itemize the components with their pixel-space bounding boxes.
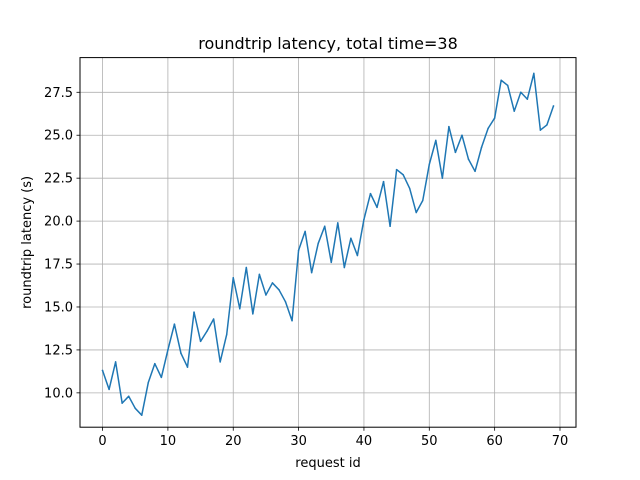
data-point [448,125,450,128]
grid [80,57,576,428]
data-point [389,225,391,228]
data-point [363,218,365,221]
data-point [474,170,476,173]
data-point [252,313,254,315]
data-point [206,330,208,332]
x-axis-label: request id [295,456,360,471]
y-tick-label: 20.0 [44,215,73,230]
data-point [402,173,404,176]
data-point [127,395,130,398]
data-point [539,129,542,131]
data-point [435,139,437,142]
data-point [160,376,163,379]
x-tick-label: 50 [421,434,438,449]
data-point [258,273,261,276]
data-point [154,362,156,365]
y-tick-label: 15.0 [44,300,73,315]
data-point [513,110,515,112]
data-point [310,271,313,274]
data-point [225,333,228,336]
data-point [108,388,110,391]
plot-area [101,72,555,416]
data-point [506,84,509,87]
data-point [193,311,195,313]
data-point [147,381,150,384]
data-point [219,361,221,363]
data-point [284,301,287,303]
data-point [330,261,333,264]
data-point [480,146,483,149]
data-point [141,414,143,416]
data-point [533,72,535,75]
data-point [167,349,169,351]
x-tick-label: 30 [290,434,307,449]
data-point [395,168,398,171]
data-point [317,242,319,245]
axes-frame [79,57,577,428]
x-tick-label: 70 [552,434,569,449]
data-point [552,105,555,107]
data-point [343,266,346,269]
x-axis-ticks: 0 10 20 30 40 50 60 70 [98,427,568,449]
data-point [546,124,548,126]
data-point [271,282,274,284]
data-point [173,323,176,325]
y-axis-label: roundtrip latency (s) [20,176,35,309]
data-point [415,211,417,214]
data-point [350,237,352,240]
data-point [101,369,104,372]
data-point [526,98,529,100]
data-point [323,225,326,228]
data-point [369,192,372,195]
data-point [212,318,215,320]
x-tick-label: 60 [486,434,503,449]
y-tick-label: 12.5 [44,343,73,358]
x-tick-label: 40 [356,434,373,449]
data-point [408,187,411,190]
data-point [114,361,117,363]
data-point [239,307,241,310]
data-point [232,277,234,279]
y-axis-ticks: 10.0 12.5 15.0 17.5 20.0 22.5 25.0 27.5 [44,86,80,401]
data-point [291,319,293,322]
data-point [428,163,431,166]
data-point [382,180,385,183]
data-point [278,289,280,291]
data-point [422,199,424,202]
y-tick-label: 10.0 [44,386,73,401]
data-point [337,222,339,224]
y-tick-label: 22.5 [44,172,73,187]
chart-title: roundtrip latency, total time=38 [198,34,458,53]
data-point [134,407,136,410]
data-point [199,340,202,343]
x-tick-label: 0 [98,434,106,449]
data-point [461,134,463,136]
data-point [297,249,300,252]
y-tick-label: 25.0 [44,129,73,144]
data-point [454,151,457,154]
data-point [520,91,522,94]
data-point [304,230,306,233]
data-point [376,206,378,209]
data-point [180,352,182,355]
data-point [441,177,444,179]
y-tick-label: 27.5 [44,86,73,101]
data-point [186,366,189,368]
series-line-latency [101,72,555,416]
x-tick-label: 20 [225,434,242,449]
data-point [356,254,359,257]
data-point [265,294,267,296]
data-point [493,117,496,119]
data-point [467,158,470,161]
data-point [487,127,489,130]
data-point [245,266,248,269]
data-point [121,402,123,404]
data-point [500,79,502,82]
y-tick-label: 17.5 [44,258,73,273]
x-tick-label: 10 [160,434,177,449]
